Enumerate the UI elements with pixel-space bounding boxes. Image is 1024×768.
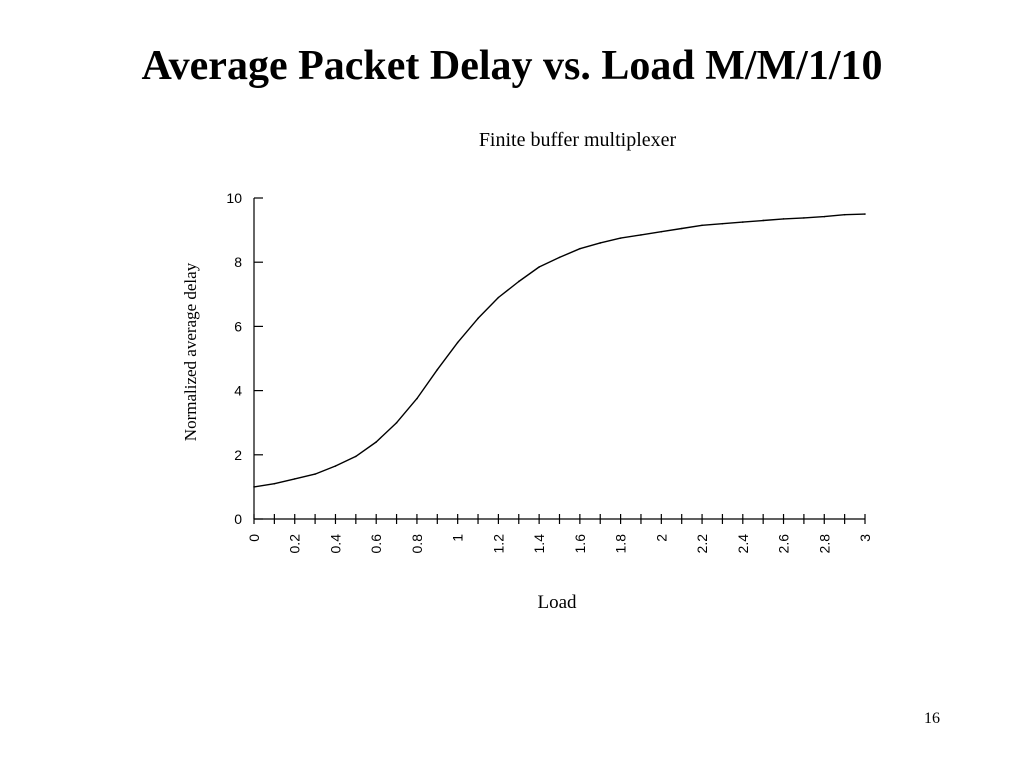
- y-tick-label: 2: [234, 447, 242, 463]
- x-tick-label: 0.2: [287, 534, 303, 554]
- data-point: [416, 397, 418, 400]
- x-tick-label: 0: [246, 534, 262, 542]
- data-point: [619, 237, 622, 239]
- data-point: [436, 368, 439, 371]
- chart-subtitle: Finite buffer multiplexer: [478, 129, 677, 151]
- x-tick-label: 2.6: [776, 534, 792, 554]
- data-point: [334, 465, 337, 467]
- y-tick-label: 8: [234, 254, 242, 270]
- y-axis-label: Normalized average delay: [181, 262, 200, 442]
- x-axis-label: Load: [537, 592, 577, 613]
- data-point: [314, 473, 316, 475]
- data-point: [680, 227, 683, 230]
- x-tick-label: 1.4: [531, 534, 547, 554]
- data-point: [477, 317, 479, 320]
- data-point: [355, 455, 357, 458]
- x-tick-label: 2.4: [735, 534, 751, 554]
- x-tick-label: 1.6: [572, 534, 588, 554]
- data-point: [558, 256, 561, 259]
- data-point: [375, 441, 378, 443]
- data-point: [823, 215, 826, 218]
- data-point: [497, 296, 500, 299]
- x-tick-label: 2: [653, 534, 669, 542]
- data-point: [395, 421, 398, 424]
- data-point: [456, 341, 459, 344]
- x-tick-label: 0.6: [368, 534, 384, 554]
- x-tick-label: 3: [857, 534, 873, 542]
- data-point: [273, 482, 276, 485]
- data-point: [864, 213, 866, 215]
- x-axis: 0 0.2 0.4 0.6 0.8 1 1.2 1.4 1.6 1.8 2 2.2 2.4 2.6 2.8 3: [246, 514, 873, 553]
- data-point: [253, 486, 255, 488]
- y-tick-label: 6: [234, 318, 242, 334]
- data-point: [640, 234, 642, 236]
- data-point: [599, 242, 602, 244]
- page-number: 16: [924, 710, 940, 727]
- y-axis: 0 2 4 6 8 10: [226, 190, 263, 527]
- data-point: [579, 247, 581, 250]
- x-tick-label: 0.4: [327, 534, 343, 554]
- x-tick-label: 0.8: [409, 534, 425, 554]
- data-point: [782, 218, 785, 220]
- data-point: [843, 213, 846, 216]
- data-point: [701, 224, 703, 227]
- slide-title: Average Packet Delay vs. Load M/M/1/10: [141, 43, 883, 89]
- y-tick-label: 10: [226, 190, 242, 206]
- series-line: [253, 213, 866, 488]
- x-tick-label: 1.8: [613, 534, 629, 554]
- x-tick-label: 2.8: [816, 534, 832, 554]
- data-point: [742, 221, 744, 223]
- x-tick-label: 1: [450, 534, 466, 542]
- data-point: [660, 230, 663, 233]
- y-tick-label: 0: [234, 511, 242, 527]
- x-tick-label: 1.2: [490, 534, 506, 554]
- data-point: [721, 222, 724, 225]
- series-layer: [253, 213, 866, 488]
- data-point: [538, 266, 540, 268]
- y-tick-label: 4: [234, 383, 242, 399]
- x-tick-label: 2.2: [694, 534, 710, 554]
- data-point: [762, 219, 764, 222]
- data-point: [803, 217, 805, 219]
- data-point: [517, 280, 520, 283]
- data-point: [293, 478, 296, 480]
